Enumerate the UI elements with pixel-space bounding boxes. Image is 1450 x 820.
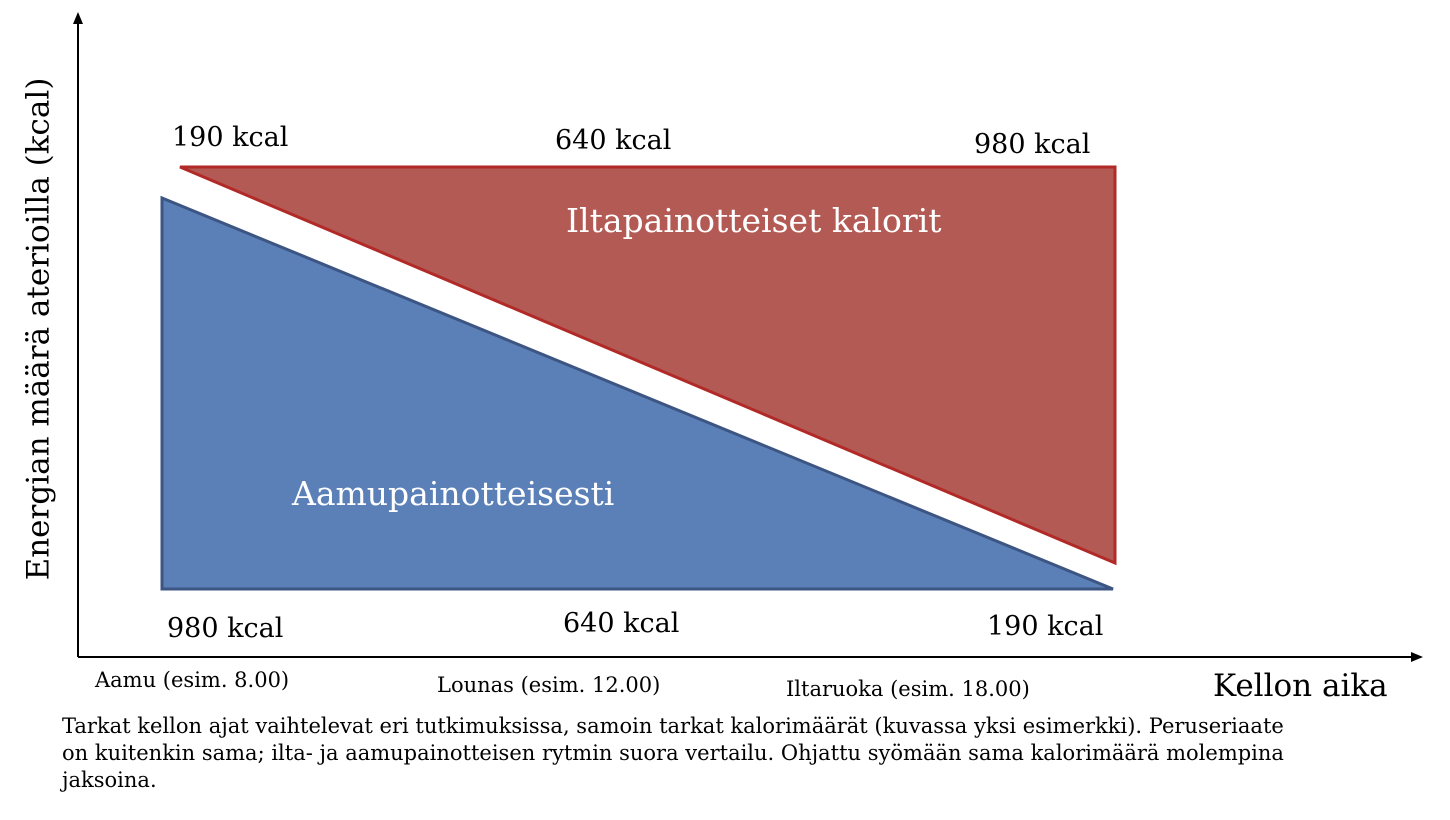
evening-weighted-triangle bbox=[179, 165, 1117, 566]
morning-weighted-triangle bbox=[160, 195, 1114, 591]
morning-value-morning: 980 kcal bbox=[167, 613, 284, 644]
evening-value-morning: 190 kcal bbox=[172, 122, 289, 153]
x-axis-title: Kellon aika bbox=[1213, 668, 1388, 704]
evening-pattern-label: Iltapainotteiset kalorit bbox=[566, 201, 942, 240]
evening-value-lunch: 640 kcal bbox=[555, 125, 672, 156]
meal-label-morning: Aamu (esim. 8.00) bbox=[95, 668, 290, 692]
meal-label-dinner: Iltaruoka (esim. 18.00) bbox=[786, 677, 1030, 701]
evening-value-dinner: 980 kcal bbox=[974, 129, 1091, 160]
morning-pattern-label: Aamupainotteisesti bbox=[292, 474, 615, 513]
meal-label-lunch: Lounas (esim. 12.00) bbox=[437, 673, 661, 697]
morning-value-lunch: 640 kcal bbox=[563, 608, 680, 639]
footnote: Tarkat kellon ajat vaihtelevat eri tutki… bbox=[62, 714, 1284, 792]
y-axis-title: Energian määrä aterioilla (kcal) bbox=[20, 77, 57, 581]
morning-value-dinner: 190 kcal bbox=[987, 611, 1104, 642]
